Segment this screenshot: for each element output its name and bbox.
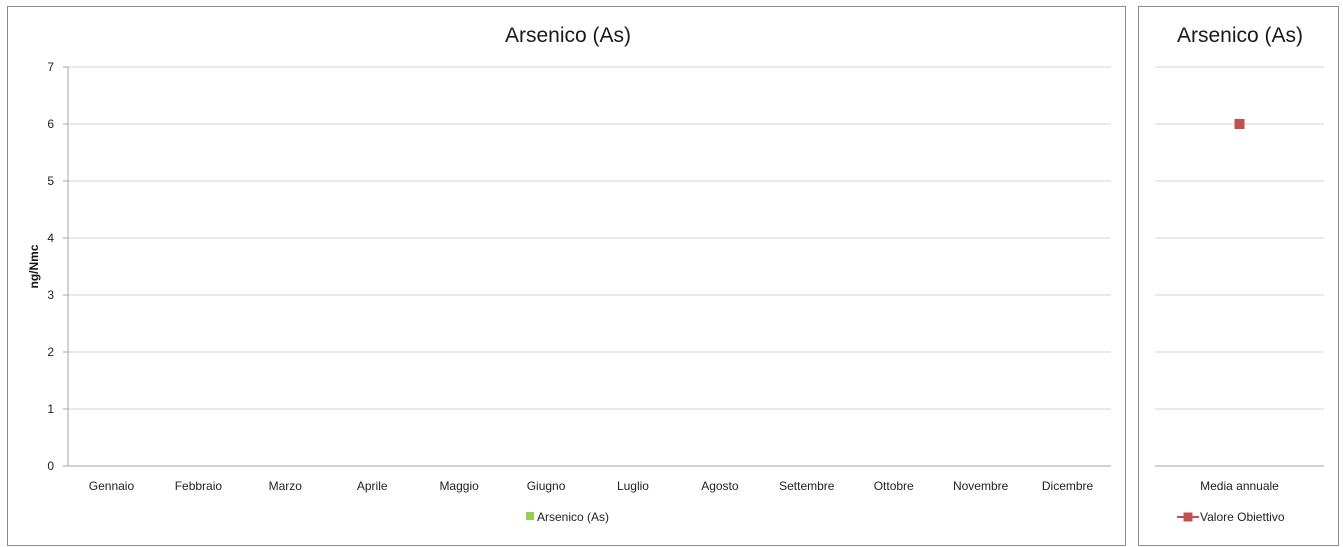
x-tick-label: Marzo	[269, 479, 303, 493]
legend-marker-valore-obiettivo	[1183, 512, 1193, 522]
x-tick-label: Ottobre	[874, 479, 914, 493]
y-tick-label: 1	[47, 402, 54, 416]
monthly-chart-legend: Arsenico (As)	[526, 510, 609, 524]
annual-chart-title: Arsenico (As)	[1177, 24, 1303, 47]
y-tick-label: 5	[47, 174, 54, 188]
data-point-valore-obiettivo	[1234, 119, 1245, 129]
monthly-chart-panel: Arsenico (As) 0 1 2 3 4 5 6 7 Gennaio Febbraio Ma…	[7, 6, 1126, 546]
x-tick-label: Agosto	[701, 479, 739, 493]
y-tick-label: 0	[47, 459, 54, 473]
y-tick-label: 6	[47, 117, 54, 131]
x-tick-label: Maggio	[439, 479, 479, 493]
y-tick-label: 4	[47, 231, 54, 245]
y-tick-label: 7	[47, 60, 54, 74]
monthly-chart: Arsenico (As) 0 1 2 3 4 5 6 7 Gennaio Febbraio Ma…	[27, 24, 1111, 524]
y-axis-title: ng/Nmc	[27, 244, 41, 288]
x-tick-label: Dicembre	[1042, 479, 1094, 493]
x-tick-label: Giugno	[527, 479, 566, 493]
annual-chart-panel: Arsenico (As) Media annuale Valore Obiet…	[1138, 6, 1339, 546]
legend-label-valore-obiettivo: Valore Obiettivo	[1200, 510, 1285, 524]
annual-chart: Arsenico (As) Media annuale Valore Obiet…	[1155, 24, 1324, 524]
annual-x-tick-label: Media annuale	[1200, 479, 1279, 493]
y-tick-label: 3	[47, 288, 54, 302]
x-tick-label: Luglio	[617, 479, 649, 493]
x-tick-label: Febbraio	[175, 479, 223, 493]
monthly-chart-title: Arsenico (As)	[505, 24, 631, 47]
x-tick-label: Novembre	[953, 479, 1009, 493]
legend-swatch-arsenico	[526, 512, 534, 520]
x-tick-label: Settembre	[779, 479, 835, 493]
legend-label-arsenico: Arsenico (As)	[537, 510, 609, 524]
x-tick-label: Aprile	[357, 479, 388, 493]
x-tick-label: Gennaio	[89, 479, 135, 493]
annual-chart-legend: Valore Obiettivo	[1177, 510, 1285, 524]
y-tick-label: 2	[47, 345, 54, 359]
